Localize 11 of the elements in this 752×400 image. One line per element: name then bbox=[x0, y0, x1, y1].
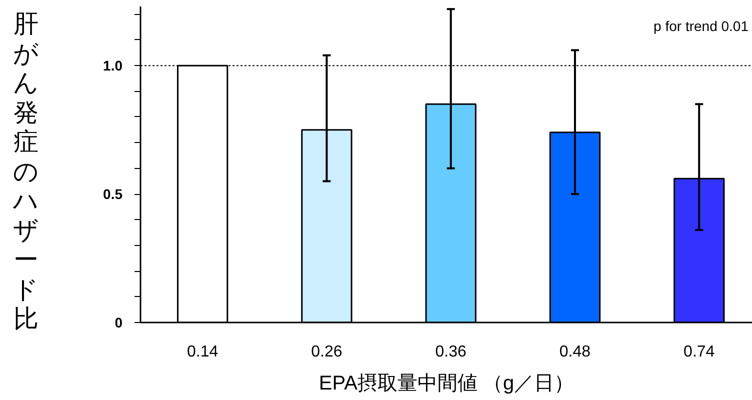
y-tick-label: 0.5 bbox=[103, 186, 123, 202]
y-tick-label: 0 bbox=[114, 314, 123, 330]
y-tick-label: 1.0 bbox=[103, 58, 123, 74]
x-tick-label: 0.48 bbox=[559, 344, 591, 360]
x-axis-title: EPA摂取量中間値 （g／日） bbox=[318, 372, 574, 394]
x-tick-label: 0.26 bbox=[311, 344, 342, 360]
x-tick-label: 0.74 bbox=[684, 344, 715, 360]
y-axis-title: 肝がん発症のハザード比 bbox=[12, 10, 40, 334]
annotation: p for trend 0.01 bbox=[654, 18, 749, 34]
x-tick-label: 0.14 bbox=[187, 344, 218, 360]
x-tick-label: 0.36 bbox=[435, 344, 467, 360]
